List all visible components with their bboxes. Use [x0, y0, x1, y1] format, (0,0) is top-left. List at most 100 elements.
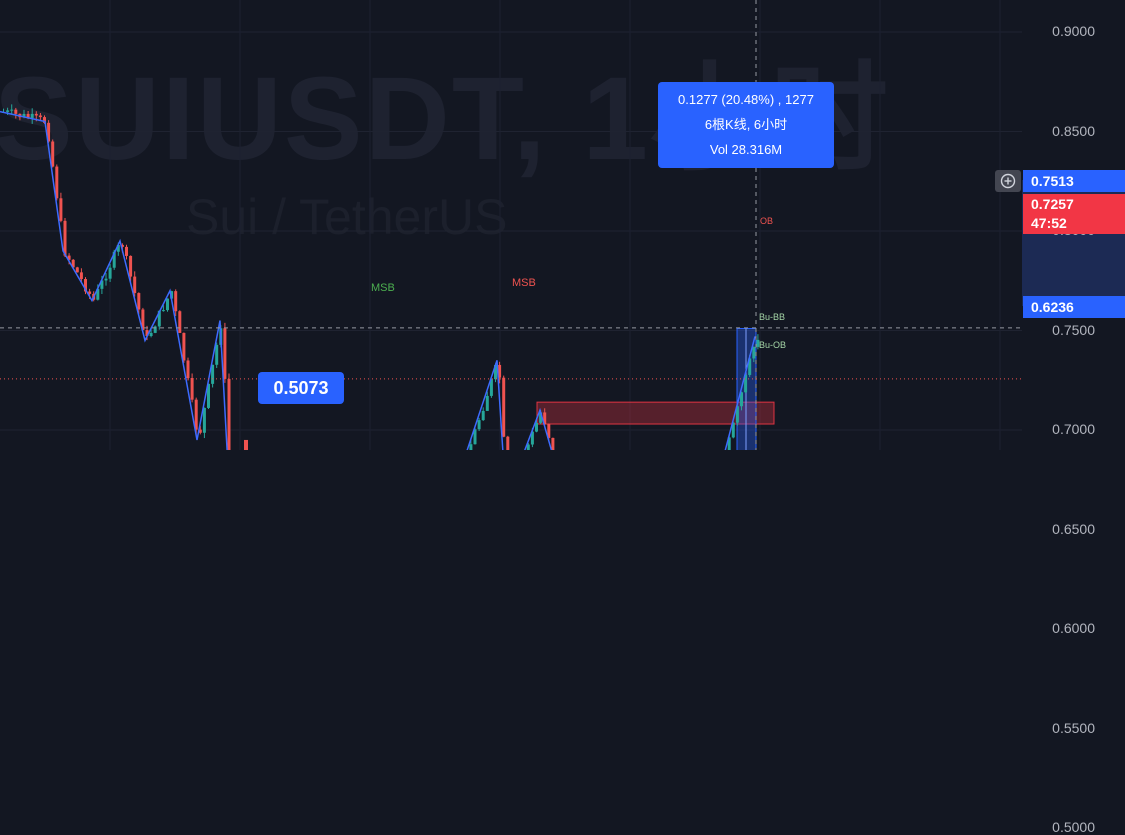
candle-body	[34, 113, 38, 116]
zone-label-ob: OB	[760, 216, 774, 226]
order-block-zones	[536, 401, 775, 425]
candle-body	[133, 276, 137, 294]
candle-body	[551, 437, 555, 450]
candle-body	[14, 109, 18, 114]
candle-body	[207, 383, 210, 408]
measure-tooltip: 0.1277 (20.48%) , 1277 6根K线, 6小时 Vol 28.…	[658, 82, 834, 168]
candle-body	[469, 444, 473, 450]
candle-body	[153, 326, 157, 333]
msb-label-bullish: MSB	[371, 282, 395, 294]
candle-body	[198, 429, 202, 433]
candle-body	[211, 364, 215, 384]
candle-body	[735, 406, 739, 423]
candle-body	[740, 392, 743, 407]
zone-ob	[536, 401, 775, 425]
price-axis-label: 0.6000	[1052, 620, 1095, 636]
candle-body	[149, 332, 153, 336]
candle-body	[63, 220, 67, 256]
candle-body	[182, 332, 186, 361]
bar-countdown: 47:52	[1031, 215, 1067, 231]
candle-body	[506, 436, 510, 450]
crosshair-and-price-lines	[0, 0, 1022, 450]
zone-label-bu-bb: Bu-BB	[759, 312, 786, 322]
candle-body	[485, 395, 489, 411]
candle-body	[104, 278, 108, 281]
candle-body	[157, 310, 161, 327]
candle-body	[186, 360, 190, 378]
candle-body	[494, 364, 497, 380]
candle-body	[502, 377, 506, 437]
candle-body	[137, 293, 141, 310]
candle-body	[223, 328, 227, 379]
candle-body	[116, 244, 120, 252]
candle-body	[108, 267, 112, 279]
candle-body	[145, 330, 149, 336]
candle-body	[174, 291, 178, 312]
price-axis-label: 0.5000	[1052, 819, 1095, 835]
candle-body	[543, 412, 547, 425]
candle-body	[166, 298, 169, 311]
candle-body	[170, 291, 174, 299]
candle-body	[473, 429, 477, 445]
candle-body	[67, 255, 71, 260]
candle-body	[481, 410, 485, 421]
candle-body	[530, 431, 534, 445]
candle-body	[141, 309, 145, 331]
candle-body	[129, 255, 133, 277]
price-axis-label: 0.7000	[1052, 421, 1095, 437]
candle-body	[47, 122, 51, 142]
candle-body	[59, 198, 63, 221]
price-axis-label: 0.5500	[1052, 719, 1095, 736]
candle-body	[498, 364, 502, 378]
price-axis-label: 0.6500	[1052, 520, 1095, 537]
candle-body	[43, 117, 46, 123]
candle-body	[752, 346, 756, 359]
candle-body	[30, 113, 34, 119]
candle-body	[96, 288, 100, 300]
candle-body	[75, 267, 79, 273]
candle-body	[202, 407, 206, 433]
current-price-value: 0.7257	[1031, 196, 1074, 212]
grid-lines	[0, 0, 1022, 450]
candle-body	[526, 444, 530, 450]
measure-change: 0.1277 (20.48%) , 1277	[678, 92, 814, 107]
candle-body	[38, 115, 42, 118]
candle-body	[125, 246, 128, 256]
candle-body	[178, 311, 182, 333]
candle-body	[539, 412, 543, 423]
candle-body	[744, 374, 748, 393]
candle-body	[161, 310, 165, 312]
candle-body	[6, 110, 10, 112]
add-alert-button[interactable]	[995, 170, 1021, 192]
price-tag-range-bottom: 0.6236	[1023, 296, 1125, 318]
msb-label-bearish: MSB	[512, 277, 536, 289]
candle-body	[731, 422, 735, 438]
zone-label-bu-ob: Bu-OB	[759, 340, 787, 350]
candle-body	[112, 251, 116, 268]
price-tag-current: 0.7257 47:52	[1023, 194, 1125, 234]
candle-body	[120, 244, 124, 247]
plus-circle-icon	[1000, 173, 1016, 189]
candle-body	[756, 339, 760, 347]
price-axis-label: 0.7500	[1052, 321, 1095, 338]
price-tag-range-top: 0.7513	[1023, 170, 1125, 192]
candle-body	[84, 279, 87, 292]
measure-bars: 6根K线, 6小时	[704, 117, 788, 132]
zigzag-structure-line	[0, 110, 756, 450]
candle-body	[477, 420, 481, 430]
candle-body	[22, 113, 26, 118]
price-chart[interactable]	[0, 0, 1125, 450]
candle-body	[215, 344, 219, 365]
candle-body	[227, 378, 231, 450]
candle-body	[748, 358, 752, 375]
candle-body	[71, 259, 75, 268]
candlestick-series	[2, 104, 760, 450]
price-axis-label: 0.9000	[1052, 23, 1095, 39]
candle-body	[489, 379, 493, 396]
candle-body	[547, 424, 551, 438]
measure-volume: Vol 28.316M	[709, 142, 783, 157]
candle-body	[26, 113, 30, 119]
candle-body	[88, 291, 92, 294]
candle-body	[100, 280, 104, 289]
candle-body	[535, 422, 538, 432]
